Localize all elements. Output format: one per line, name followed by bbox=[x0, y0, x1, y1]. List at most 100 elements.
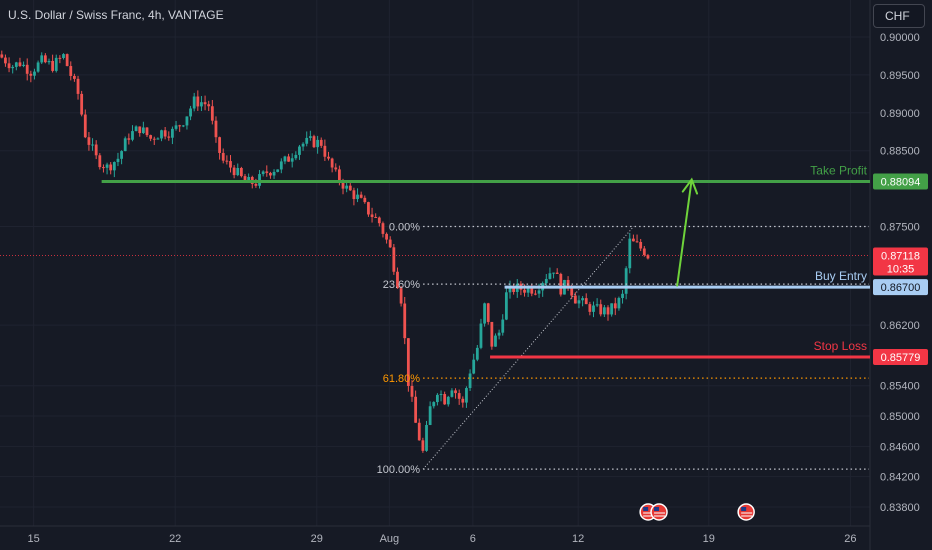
candle-body bbox=[414, 396, 418, 423]
candle-body bbox=[457, 393, 461, 399]
candle-body bbox=[196, 96, 200, 107]
candle-body bbox=[18, 62, 22, 66]
y-tick-label: 0.86200 bbox=[880, 320, 920, 332]
candle-body bbox=[490, 321, 494, 347]
candle-body bbox=[374, 217, 378, 219]
candle-body bbox=[483, 303, 486, 324]
candle-body bbox=[501, 319, 505, 333]
candle-body bbox=[646, 255, 650, 259]
candle-body bbox=[301, 143, 305, 147]
candle-body bbox=[102, 167, 105, 169]
event-icon-circle bbox=[737, 503, 755, 521]
fib-level-label: 23.60% bbox=[383, 279, 421, 291]
candle-body bbox=[283, 156, 287, 162]
candle-body bbox=[127, 138, 131, 140]
candle-body bbox=[472, 359, 476, 374]
y-tick-label: 0.90000 bbox=[880, 32, 920, 44]
x-tick-label: 6 bbox=[470, 533, 476, 545]
candle-body bbox=[632, 238, 635, 242]
price-tag bbox=[873, 348, 928, 365]
candle-body bbox=[439, 394, 443, 396]
grid bbox=[0, 0, 870, 526]
candle-body bbox=[200, 102, 203, 107]
candle-body bbox=[185, 116, 189, 126]
candle-body bbox=[134, 126, 138, 132]
candle-body bbox=[43, 55, 47, 63]
candle-body bbox=[229, 161, 232, 168]
event-icon-canton bbox=[643, 507, 649, 511]
us-flag-event-icon[interactable] bbox=[650, 503, 668, 521]
candle-body bbox=[22, 64, 25, 66]
candle-body bbox=[192, 96, 196, 109]
current-price-label: 0.87118 bbox=[881, 250, 920, 262]
candle-body bbox=[214, 120, 218, 138]
currency-button[interactable]: CHF bbox=[873, 4, 925, 28]
candle-body bbox=[428, 406, 432, 425]
candle-body bbox=[588, 304, 592, 312]
candle-body bbox=[526, 287, 530, 293]
candle-body bbox=[573, 295, 577, 304]
candle-body bbox=[570, 286, 574, 296]
price-tag-label: 0.86700 bbox=[881, 282, 921, 294]
candle-body bbox=[337, 169, 341, 182]
candle-body bbox=[73, 75, 76, 79]
candle-body bbox=[47, 60, 51, 63]
x-tick-label: 26 bbox=[844, 533, 856, 545]
candle-body bbox=[450, 390, 454, 397]
event-icon-canton bbox=[741, 507, 747, 511]
candle-body bbox=[189, 108, 192, 117]
candle-body bbox=[523, 289, 526, 293]
candle-body bbox=[33, 71, 36, 76]
y-tick-label: 0.88500 bbox=[880, 146, 920, 158]
candle-body bbox=[178, 125, 182, 127]
candle-body bbox=[218, 137, 221, 153]
candle-body bbox=[69, 66, 73, 76]
candle-body bbox=[446, 396, 450, 405]
candle-body bbox=[83, 114, 87, 138]
candle-body bbox=[94, 144, 98, 156]
candle-body bbox=[203, 102, 207, 105]
projection-arrow bbox=[676, 177, 699, 287]
candle-body bbox=[109, 164, 113, 171]
candle-body bbox=[403, 303, 407, 339]
candle-body bbox=[152, 138, 156, 140]
candle-body bbox=[327, 156, 330, 159]
candle-body bbox=[639, 241, 643, 249]
candle-body bbox=[112, 162, 116, 171]
candle-body bbox=[468, 373, 472, 389]
candle-body bbox=[504, 292, 508, 320]
candle-body bbox=[254, 183, 258, 186]
candle-body bbox=[584, 298, 588, 305]
candle-body bbox=[287, 156, 290, 162]
candle-body bbox=[359, 194, 363, 198]
event-icon-circle bbox=[650, 503, 668, 521]
candle-body bbox=[207, 104, 211, 107]
candle-body bbox=[363, 197, 367, 203]
candle-body bbox=[4, 57, 7, 64]
candle-body bbox=[243, 176, 247, 183]
level-name: Stop Loss bbox=[814, 339, 867, 353]
candle-body bbox=[308, 136, 312, 138]
price-tag-label: 0.85779 bbox=[881, 352, 921, 364]
candle-body bbox=[356, 194, 359, 200]
candle-body bbox=[592, 305, 595, 312]
candle-body bbox=[617, 298, 621, 309]
candle-body bbox=[330, 158, 334, 168]
candle-body bbox=[548, 273, 552, 279]
candle-body bbox=[610, 303, 614, 315]
bar-countdown: 10:35 bbox=[887, 263, 915, 275]
candle-body bbox=[581, 298, 584, 301]
x-tick-label: Aug bbox=[380, 533, 400, 545]
candle-body bbox=[443, 394, 447, 405]
candle-body bbox=[131, 131, 134, 140]
candle-body bbox=[323, 145, 327, 157]
us-flag-event-icon[interactable] bbox=[737, 503, 755, 521]
price-tag-label: 0.88094 bbox=[881, 176, 921, 188]
candle-body bbox=[171, 128, 174, 138]
x-tick-label: 12 bbox=[572, 533, 584, 545]
y-tick-label: 0.84200 bbox=[880, 472, 920, 484]
candle-body bbox=[552, 272, 555, 274]
candle-body bbox=[436, 394, 439, 403]
y-tick-label: 0.85400 bbox=[880, 381, 920, 393]
